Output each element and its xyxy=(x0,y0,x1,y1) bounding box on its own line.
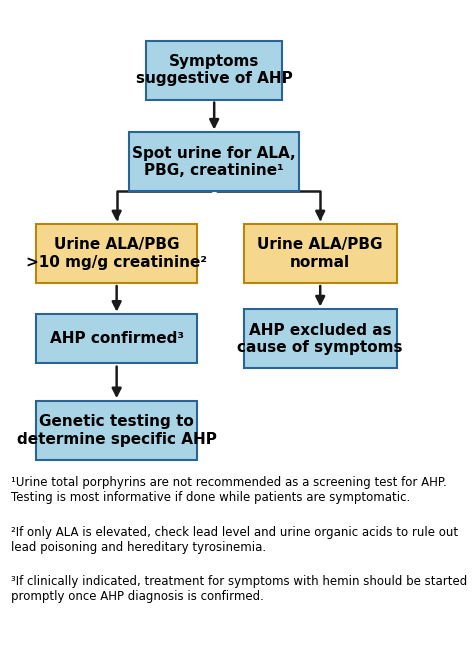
Text: Symptoms
suggestive of AHP: Symptoms suggestive of AHP xyxy=(136,54,292,86)
FancyBboxPatch shape xyxy=(36,224,197,283)
Text: ¹Urine total porphyrins are not recommended as a screening test for AHP. Testing: ¹Urine total porphyrins are not recommen… xyxy=(10,476,447,505)
FancyBboxPatch shape xyxy=(146,41,282,99)
FancyBboxPatch shape xyxy=(244,224,397,283)
Text: AHP excluded as
cause of symptoms: AHP excluded as cause of symptoms xyxy=(237,322,403,355)
Text: AHP confirmed³: AHP confirmed³ xyxy=(50,332,184,346)
Text: Genetic testing to
determine specific AHP: Genetic testing to determine specific AH… xyxy=(17,415,217,447)
Text: ²If only ALA is elevated, check lead level and urine organic acids to rule out l: ²If only ALA is elevated, check lead lev… xyxy=(10,526,458,553)
FancyBboxPatch shape xyxy=(36,315,197,363)
FancyBboxPatch shape xyxy=(129,132,299,191)
Text: Urine ALA/PBG
>10 mg/g creatinine²: Urine ALA/PBG >10 mg/g creatinine² xyxy=(26,238,207,270)
Text: Spot urine for ALA,
PBG, creatinine¹: Spot urine for ALA, PBG, creatinine¹ xyxy=(132,145,296,178)
Text: ³If clinically indicated, treatment for symptoms with hemin should be started pr: ³If clinically indicated, treatment for … xyxy=(10,574,467,603)
FancyBboxPatch shape xyxy=(244,309,397,368)
Text: Urine ALA/PBG
normal: Urine ALA/PBG normal xyxy=(257,238,383,270)
FancyBboxPatch shape xyxy=(36,401,197,460)
